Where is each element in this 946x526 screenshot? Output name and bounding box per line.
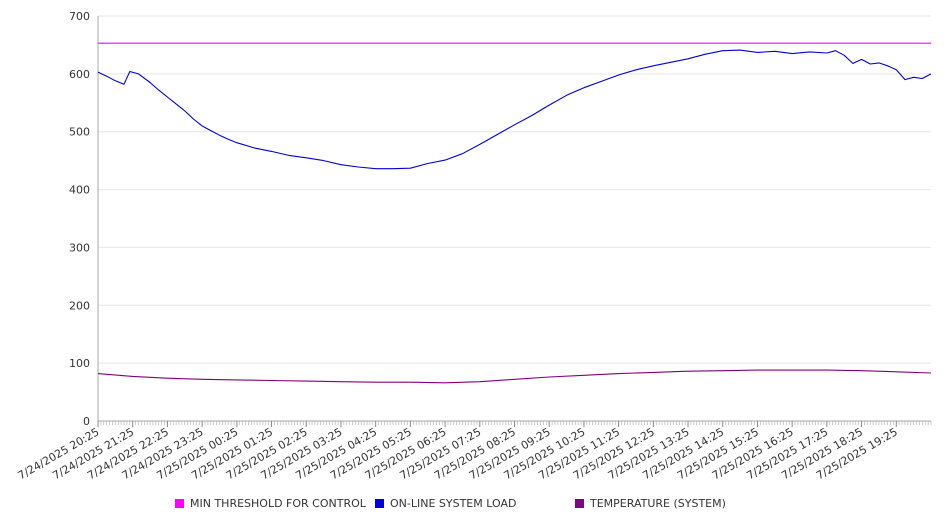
y-tick-label: 600: [69, 68, 90, 81]
y-tick-label: 200: [69, 299, 90, 312]
legend-label-system-load: ON-LINE SYSTEM LOAD: [390, 497, 517, 510]
y-tick-label: 400: [69, 184, 90, 197]
legend-item-min-threshold[interactable]: MIN THRESHOLD FOR CONTROL: [175, 497, 366, 510]
y-tick-label: 0: [83, 415, 90, 428]
legend-label-min-threshold: MIN THRESHOLD FOR CONTROL: [190, 497, 366, 510]
x-axis: 7/24/2025 20:257/24/2025 21:257/24/2025 …: [16, 421, 932, 482]
series-lines: [97, 42, 932, 384]
y-tick-label: 300: [69, 241, 90, 254]
y-tick-label: 100: [69, 357, 90, 370]
series-line-1: [97, 49, 932, 170]
y-tick-label: 500: [69, 126, 90, 139]
legend: MIN THRESHOLD FOR CONTROL ON-LINE SYSTEM…: [0, 497, 946, 517]
legend-item-temperature[interactable]: TEMPERATURE (SYSTEM): [575, 497, 726, 510]
grid-lines: [98, 15, 931, 422]
legend-swatch-temperature: [575, 499, 584, 508]
legend-swatch-system-load: [375, 499, 384, 508]
legend-item-system-load[interactable]: ON-LINE SYSTEM LOAD: [375, 497, 516, 510]
legend-label-temperature: TEMPERATURE (SYSTEM): [590, 497, 726, 510]
y-axis: 0 100 200 300 400 500 600 700: [69, 10, 99, 428]
y-tick-label: 700: [69, 10, 90, 23]
legend-swatch-min-threshold: [175, 499, 184, 508]
series-line-2: [97, 369, 932, 384]
